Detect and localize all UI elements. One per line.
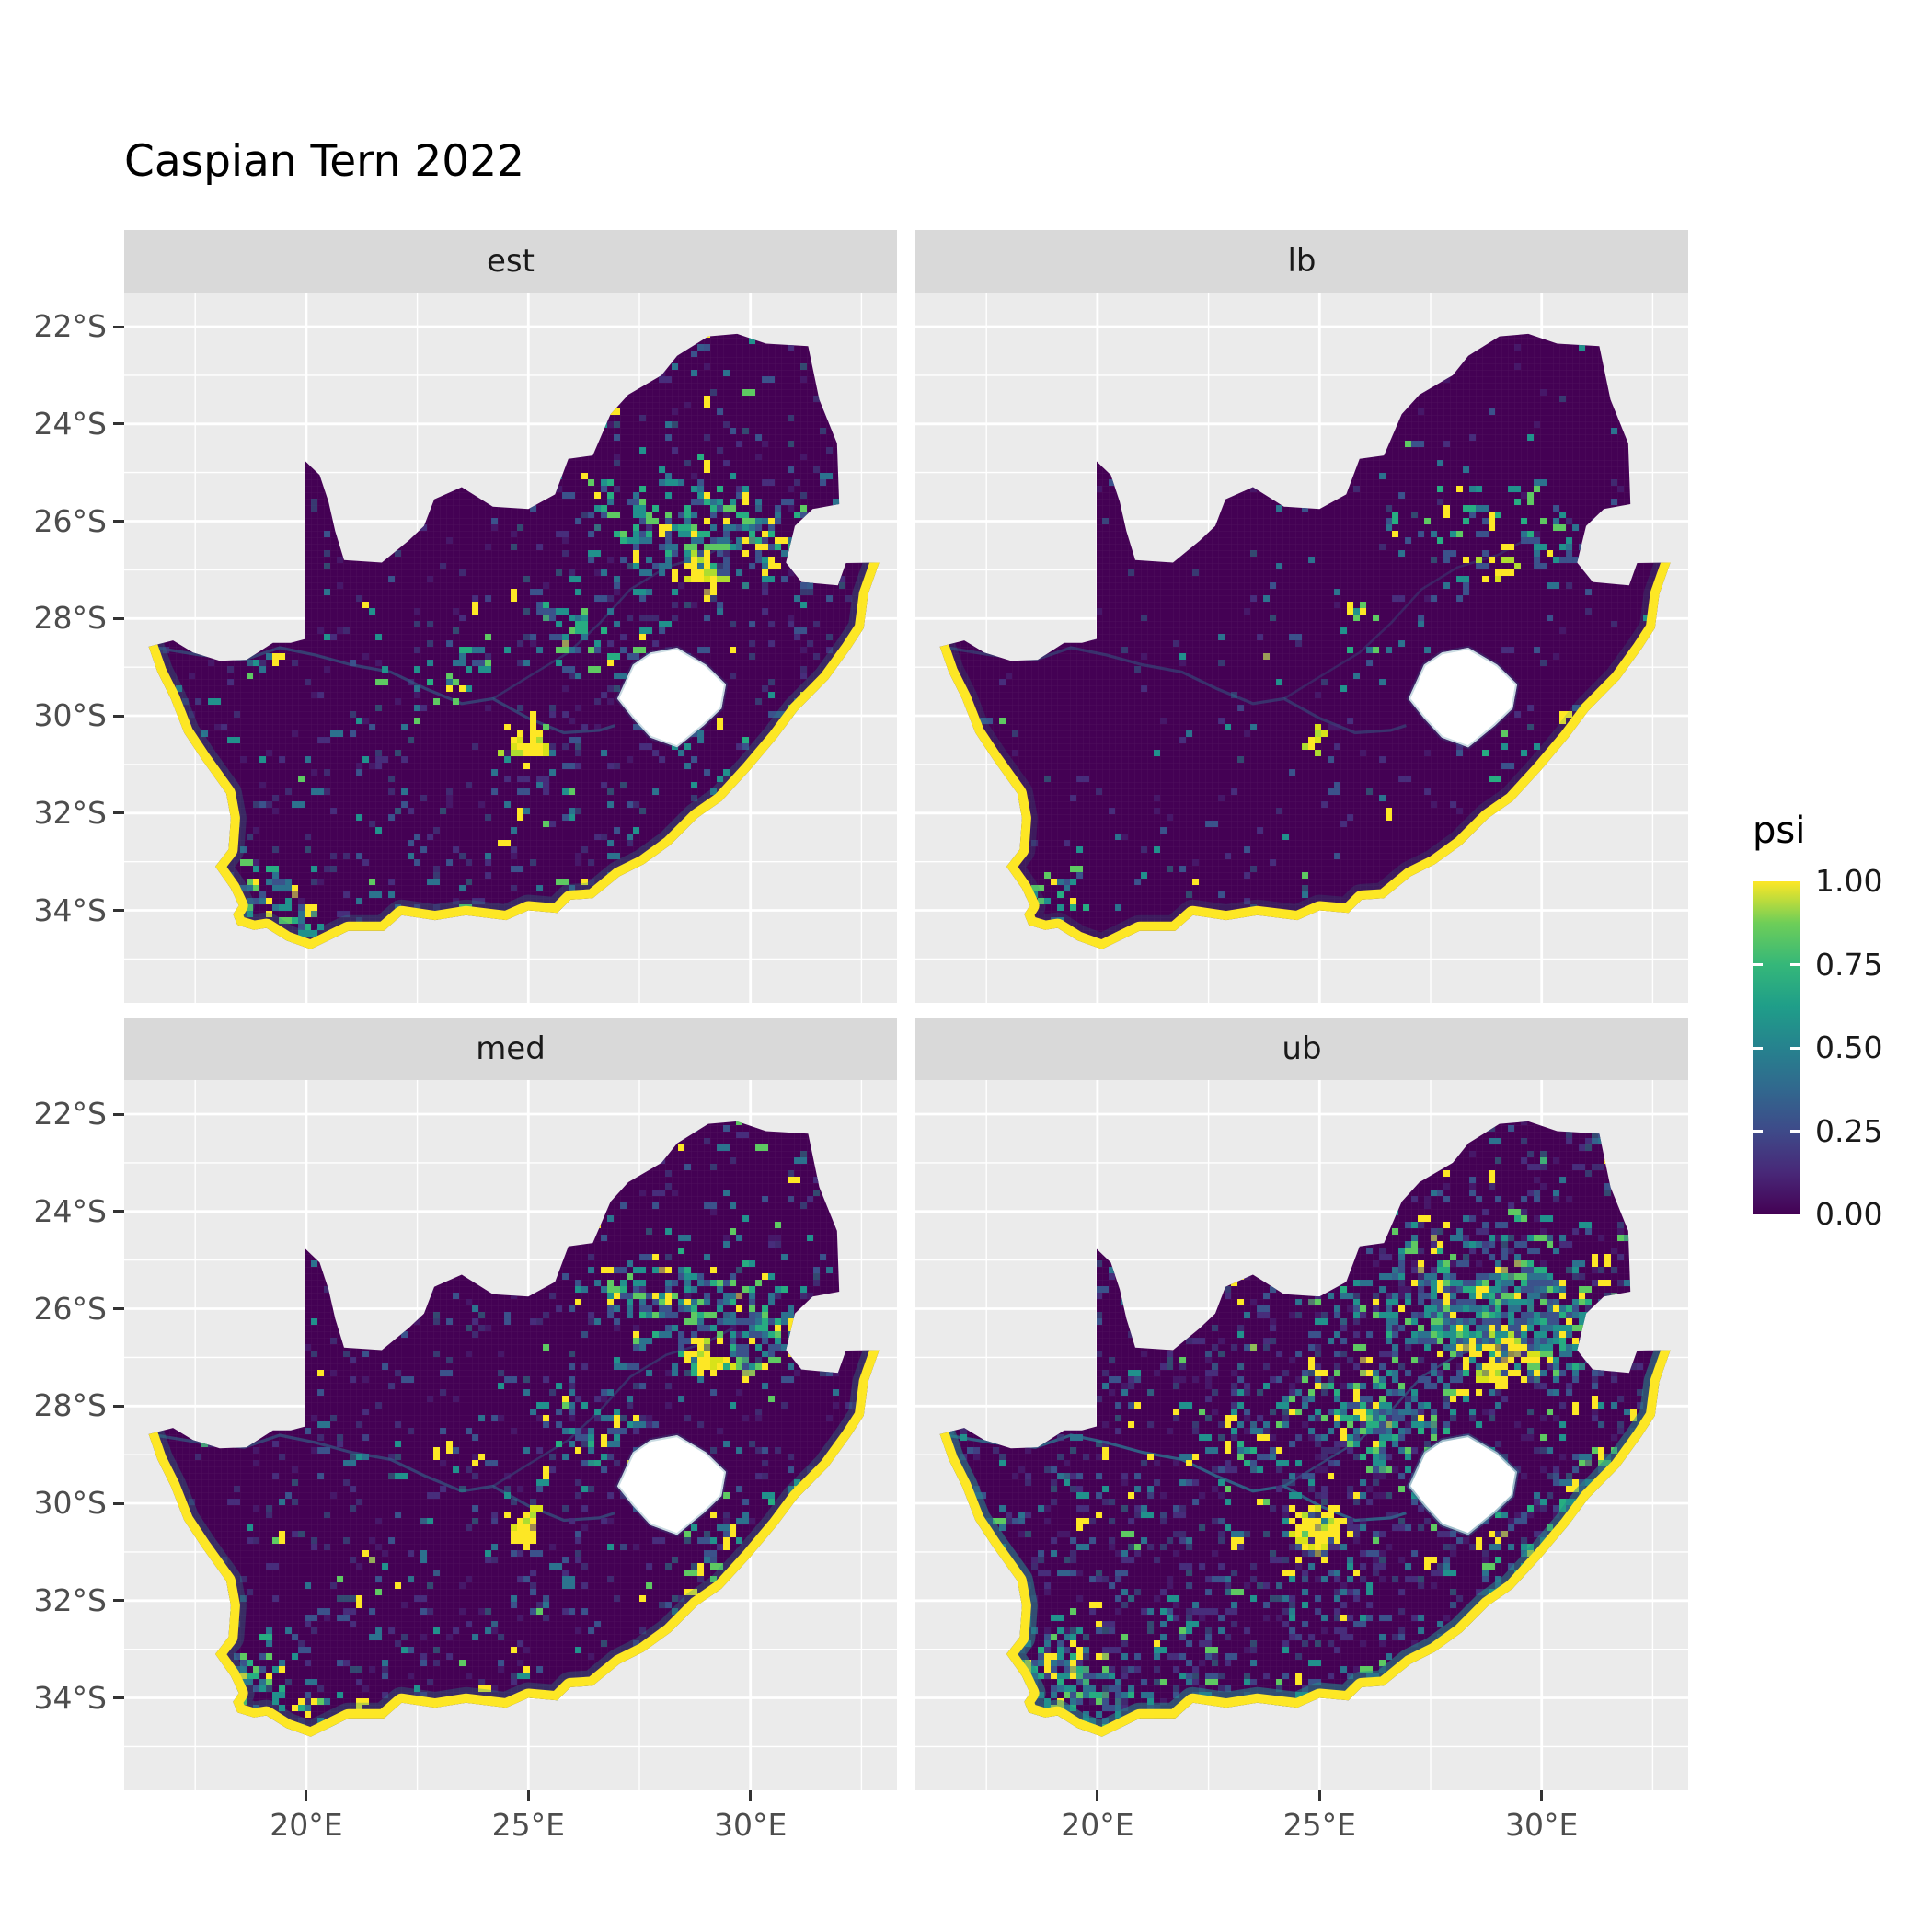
x-axis-label: 20°E [270,1807,343,1843]
y-axis-label: 30°S [33,1485,107,1521]
legend-value-label: 0.75 [1815,946,1883,983]
y-axis-label: 34°S [33,891,107,928]
y-tick-mark [113,1112,124,1116]
facet-map-med [124,1080,897,1790]
x-tick-mark [749,1790,753,1801]
legend: psi 1.00 0.75 0.50 0.25 0.00 [1753,810,1932,1288]
legend-title: psi [1753,810,1806,852]
x-tick-mark [305,1790,308,1801]
legend-tick [1753,963,1763,966]
y-tick-mark [113,909,124,912]
y-tick-mark [113,616,124,620]
legend-value-label: 1.00 [1815,863,1883,899]
x-tick-mark [526,1790,530,1801]
y-axis-label: 22°S [33,308,107,344]
plot-title: Caspian Tern 2022 [124,136,525,187]
y-axis-label: 32°S [33,794,107,831]
legend-value-label: 0.25 [1815,1112,1883,1149]
x-axis-label: 25°E [491,1807,565,1843]
x-tick-mark [1540,1790,1544,1801]
x-axis-label: 25°E [1282,1807,1356,1843]
y-tick-mark [113,1307,124,1310]
y-tick-mark [113,520,124,523]
y-tick-mark [113,714,124,718]
y-tick-mark [113,325,124,328]
facet-strip-ub: ub [915,1018,1688,1080]
y-axis-label: 28°S [33,600,107,637]
y-axis-label: 22°S [33,1096,107,1132]
y-tick-mark [113,1404,124,1408]
y-tick-mark [113,1599,124,1603]
y-tick-mark [113,1696,124,1699]
y-axis-label: 28°S [33,1387,107,1424]
y-axis-label: 26°S [33,502,107,539]
legend-tick [1753,1046,1763,1050]
facet-label: ub [1282,1030,1322,1067]
y-axis-label: 32°S [33,1581,107,1618]
y-tick-mark [113,1501,124,1505]
facet-strip-lb: lb [915,230,1688,293]
legend-tick [1753,1130,1763,1133]
x-tick-mark [1096,1790,1099,1801]
legend-tick [1790,1130,1800,1133]
facet-map-ub [915,1080,1688,1790]
facet-strip-est: est [124,230,897,293]
y-axis-label: 24°S [33,405,107,442]
x-axis-label: 30°E [714,1807,788,1843]
y-axis-label: 26°S [33,1290,107,1327]
facet-map-lb [915,293,1688,1003]
facet-label: med [476,1030,546,1067]
x-tick-mark [1317,1790,1321,1801]
facet-label: est [487,243,535,280]
x-axis-label: 30°E [1505,1807,1579,1843]
y-axis-label: 30°S [33,697,107,733]
legend-value-label: 0.00 [1815,1196,1883,1232]
facet-label: lb [1287,243,1317,280]
legend-value-label: 0.50 [1815,1029,1883,1065]
y-tick-mark [113,422,124,426]
legend-tick [1790,1046,1800,1050]
y-axis-label: 24°S [33,1192,107,1229]
facet-map-est [124,293,897,1003]
x-axis-label: 20°E [1061,1807,1134,1843]
legend-tick [1790,963,1800,966]
facet-strip-med: med [124,1018,897,1080]
y-axis-label: 34°S [33,1679,107,1716]
y-tick-mark [113,1210,124,1213]
y-tick-mark [113,811,124,815]
